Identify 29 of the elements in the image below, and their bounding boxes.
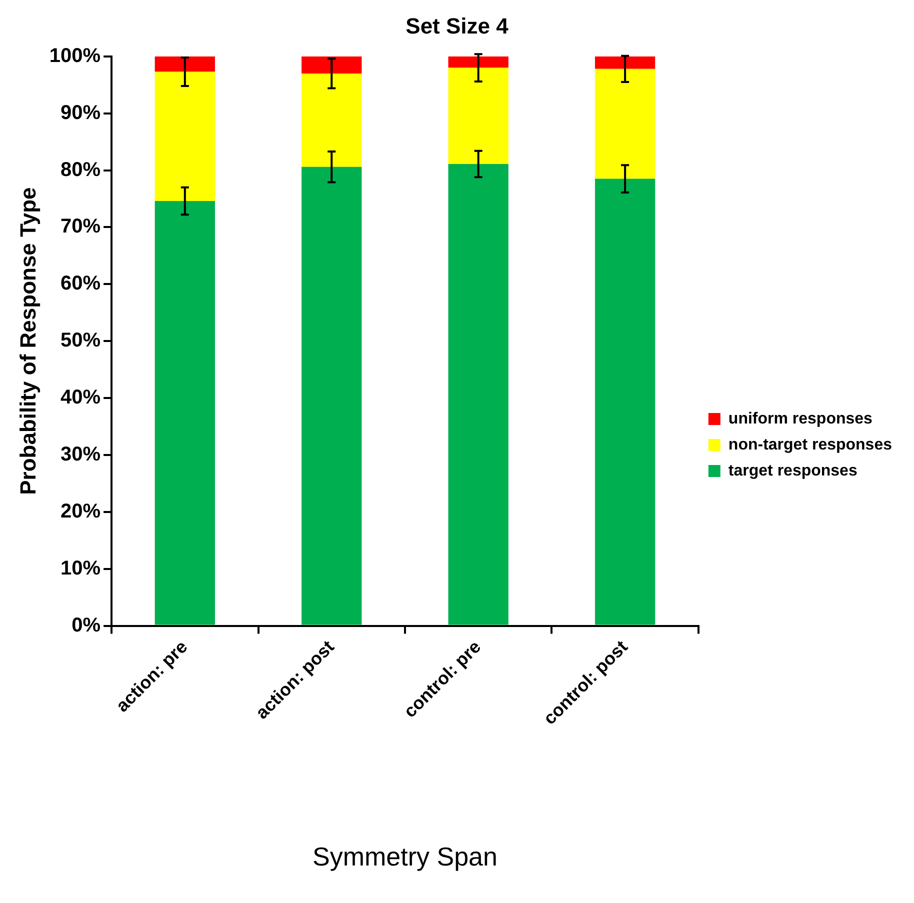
- legend-label: non-target responses: [728, 436, 892, 454]
- bar: [594, 68, 656, 179]
- y-tick-label: 80%: [60, 158, 101, 181]
- y-tick-label: 0%: [72, 614, 101, 636]
- bar: [448, 56, 508, 68]
- bar: [448, 68, 508, 164]
- bar: [448, 164, 508, 625]
- bar: [154, 201, 215, 625]
- legend-label: uniform responses: [728, 410, 873, 428]
- x-axis-title: Symmetry Span: [312, 842, 498, 872]
- bar: [302, 73, 362, 167]
- y-tick-label: 10%: [60, 557, 101, 580]
- bar: [594, 178, 656, 625]
- y-tick-label: 90%: [60, 102, 101, 124]
- y-tick-label: 100%: [49, 44, 101, 67]
- y-tick-label: 60%: [60, 272, 101, 295]
- bar: [154, 56, 215, 72]
- bar: [594, 56, 656, 69]
- bar: [302, 166, 362, 625]
- chart-title: Set Size 4: [406, 13, 510, 38]
- legend-label: target responses: [728, 462, 858, 480]
- y-tick-label: 40%: [60, 386, 101, 409]
- bar: [154, 72, 215, 202]
- y-tick-label: 70%: [60, 216, 101, 238]
- y-tick-label: 50%: [60, 330, 101, 352]
- y-tick-label: 20%: [60, 500, 101, 522]
- bar: [302, 56, 362, 74]
- y-tick-label: 30%: [60, 443, 101, 466]
- y-axis-title: Probability of Response Type: [15, 187, 40, 495]
